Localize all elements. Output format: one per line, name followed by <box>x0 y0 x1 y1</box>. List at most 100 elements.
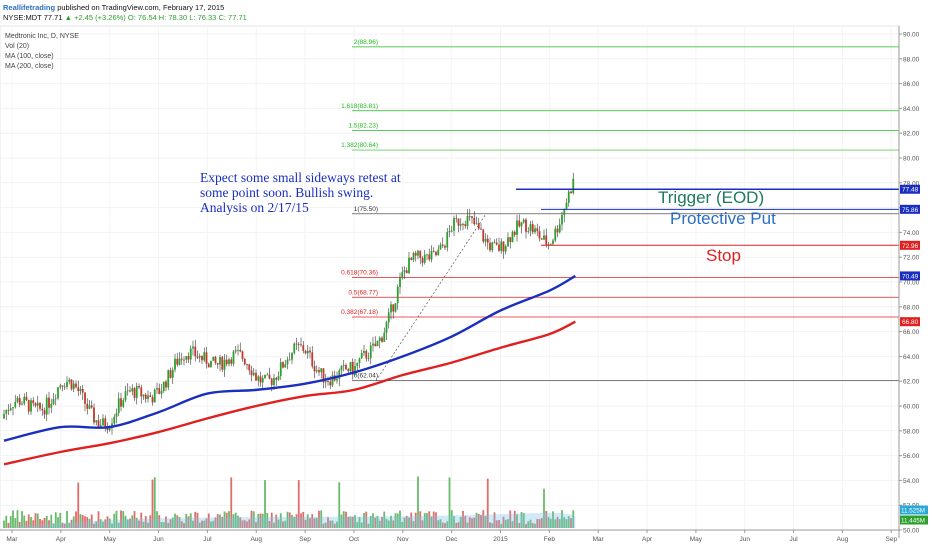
volume-bar <box>313 518 316 528</box>
candle-body <box>399 278 401 287</box>
volume-bar <box>275 514 278 528</box>
candle-body <box>77 387 80 392</box>
volume-bar <box>52 523 55 528</box>
volume-bar <box>167 522 170 528</box>
price-tag-label: 70.49 <box>902 273 919 280</box>
volume-bar <box>261 513 264 528</box>
candle-body <box>140 387 143 397</box>
volume-bar <box>522 513 525 528</box>
legend-ma200[interactable]: MA (200, close) <box>5 63 54 70</box>
candle-body <box>214 356 217 364</box>
candle-body <box>255 372 257 381</box>
candle-body <box>356 362 359 366</box>
volume-bar <box>360 522 363 528</box>
candle-body <box>176 358 179 365</box>
volume-bar <box>293 516 296 528</box>
volume-bar <box>349 516 352 528</box>
volume-bar <box>509 510 512 528</box>
fib-label: 0(62.04) <box>354 373 378 380</box>
volume-bar <box>529 519 532 528</box>
author-name[interactable]: Reallifetrading <box>3 3 56 12</box>
candle-body <box>27 400 30 412</box>
x-tick-label: Mar <box>6 536 18 543</box>
candle-body <box>39 402 41 409</box>
candle-body <box>5 409 8 414</box>
candle-body <box>90 405 93 408</box>
candle-body <box>59 385 62 388</box>
volume-bar <box>214 517 217 528</box>
candle-body <box>185 356 188 360</box>
volume-bar <box>453 516 455 528</box>
price-tag-label: 75.86 <box>902 207 919 214</box>
volume-bar <box>252 511 255 528</box>
candle-body <box>471 216 473 218</box>
volume-bars <box>3 476 576 528</box>
candle-body <box>153 389 156 403</box>
volume-bar <box>300 513 302 528</box>
volume-bar <box>63 523 66 528</box>
volume-bar <box>241 520 244 528</box>
volume-bar <box>171 517 174 528</box>
candle-body <box>239 349 242 352</box>
candle-body <box>149 395 152 398</box>
candle-body <box>205 352 208 364</box>
volume-bar <box>342 511 345 528</box>
candle-body <box>491 242 494 251</box>
volume-bar <box>106 516 109 528</box>
y-tick-label: 70.00 <box>903 280 920 287</box>
volume-bar <box>520 512 523 528</box>
candle-body <box>403 270 406 273</box>
candle-body <box>558 224 561 233</box>
y-tick-label: 88.00 <box>903 56 920 63</box>
volume-bar <box>228 511 230 528</box>
y-tick-label: 54.00 <box>903 478 920 485</box>
candle-body <box>210 360 212 368</box>
volume-bar <box>493 512 496 528</box>
high-value: H: 78.30 <box>158 13 188 22</box>
volume-bar <box>237 515 239 528</box>
candle-body <box>216 363 219 365</box>
volume-bar <box>354 515 356 528</box>
candle-body <box>302 345 305 351</box>
legend-ma100[interactable]: MA (100, close) <box>5 53 54 60</box>
volume-bar <box>448 477 451 528</box>
chart-header: Reallifetrading published on TradingView… <box>0 0 932 26</box>
volume-bar <box>23 515 26 528</box>
volume-bar <box>273 522 275 528</box>
candle-body <box>480 228 482 230</box>
candle-body <box>511 231 514 242</box>
volume-bar <box>419 511 422 528</box>
volume-bar <box>394 513 397 528</box>
volume-bar <box>84 516 86 528</box>
volume-bar <box>178 517 181 528</box>
volume-bar <box>223 511 226 528</box>
volume-bar <box>554 519 557 528</box>
candle-body <box>432 250 435 252</box>
volume-bar <box>531 523 534 528</box>
volume-bar <box>246 521 248 528</box>
volume-bar <box>545 510 548 528</box>
candle-body <box>457 218 460 226</box>
candle-body <box>45 397 48 415</box>
x-tick-label: 2015 <box>493 536 508 543</box>
volume-bar <box>77 482 80 528</box>
volume-bar <box>133 511 136 528</box>
candle-body <box>180 358 183 360</box>
volume-bar <box>570 518 572 528</box>
volume-bar <box>174 513 176 528</box>
legend-vol[interactable]: Vol (20) <box>5 43 30 50</box>
candle-body <box>106 427 109 431</box>
volume-bar <box>351 516 354 528</box>
candle-body <box>232 351 235 364</box>
candle-body <box>459 223 462 226</box>
volume-bar <box>180 521 183 528</box>
candle-body <box>270 378 273 386</box>
volume-bar <box>295 514 298 528</box>
legend-title: Medtronic Inc, D, NYSE <box>5 33 79 40</box>
candle-body <box>464 224 467 226</box>
volume-bar <box>372 513 374 528</box>
volume-bar <box>160 521 163 528</box>
volume-bar <box>385 518 388 528</box>
candle-body <box>84 392 86 404</box>
